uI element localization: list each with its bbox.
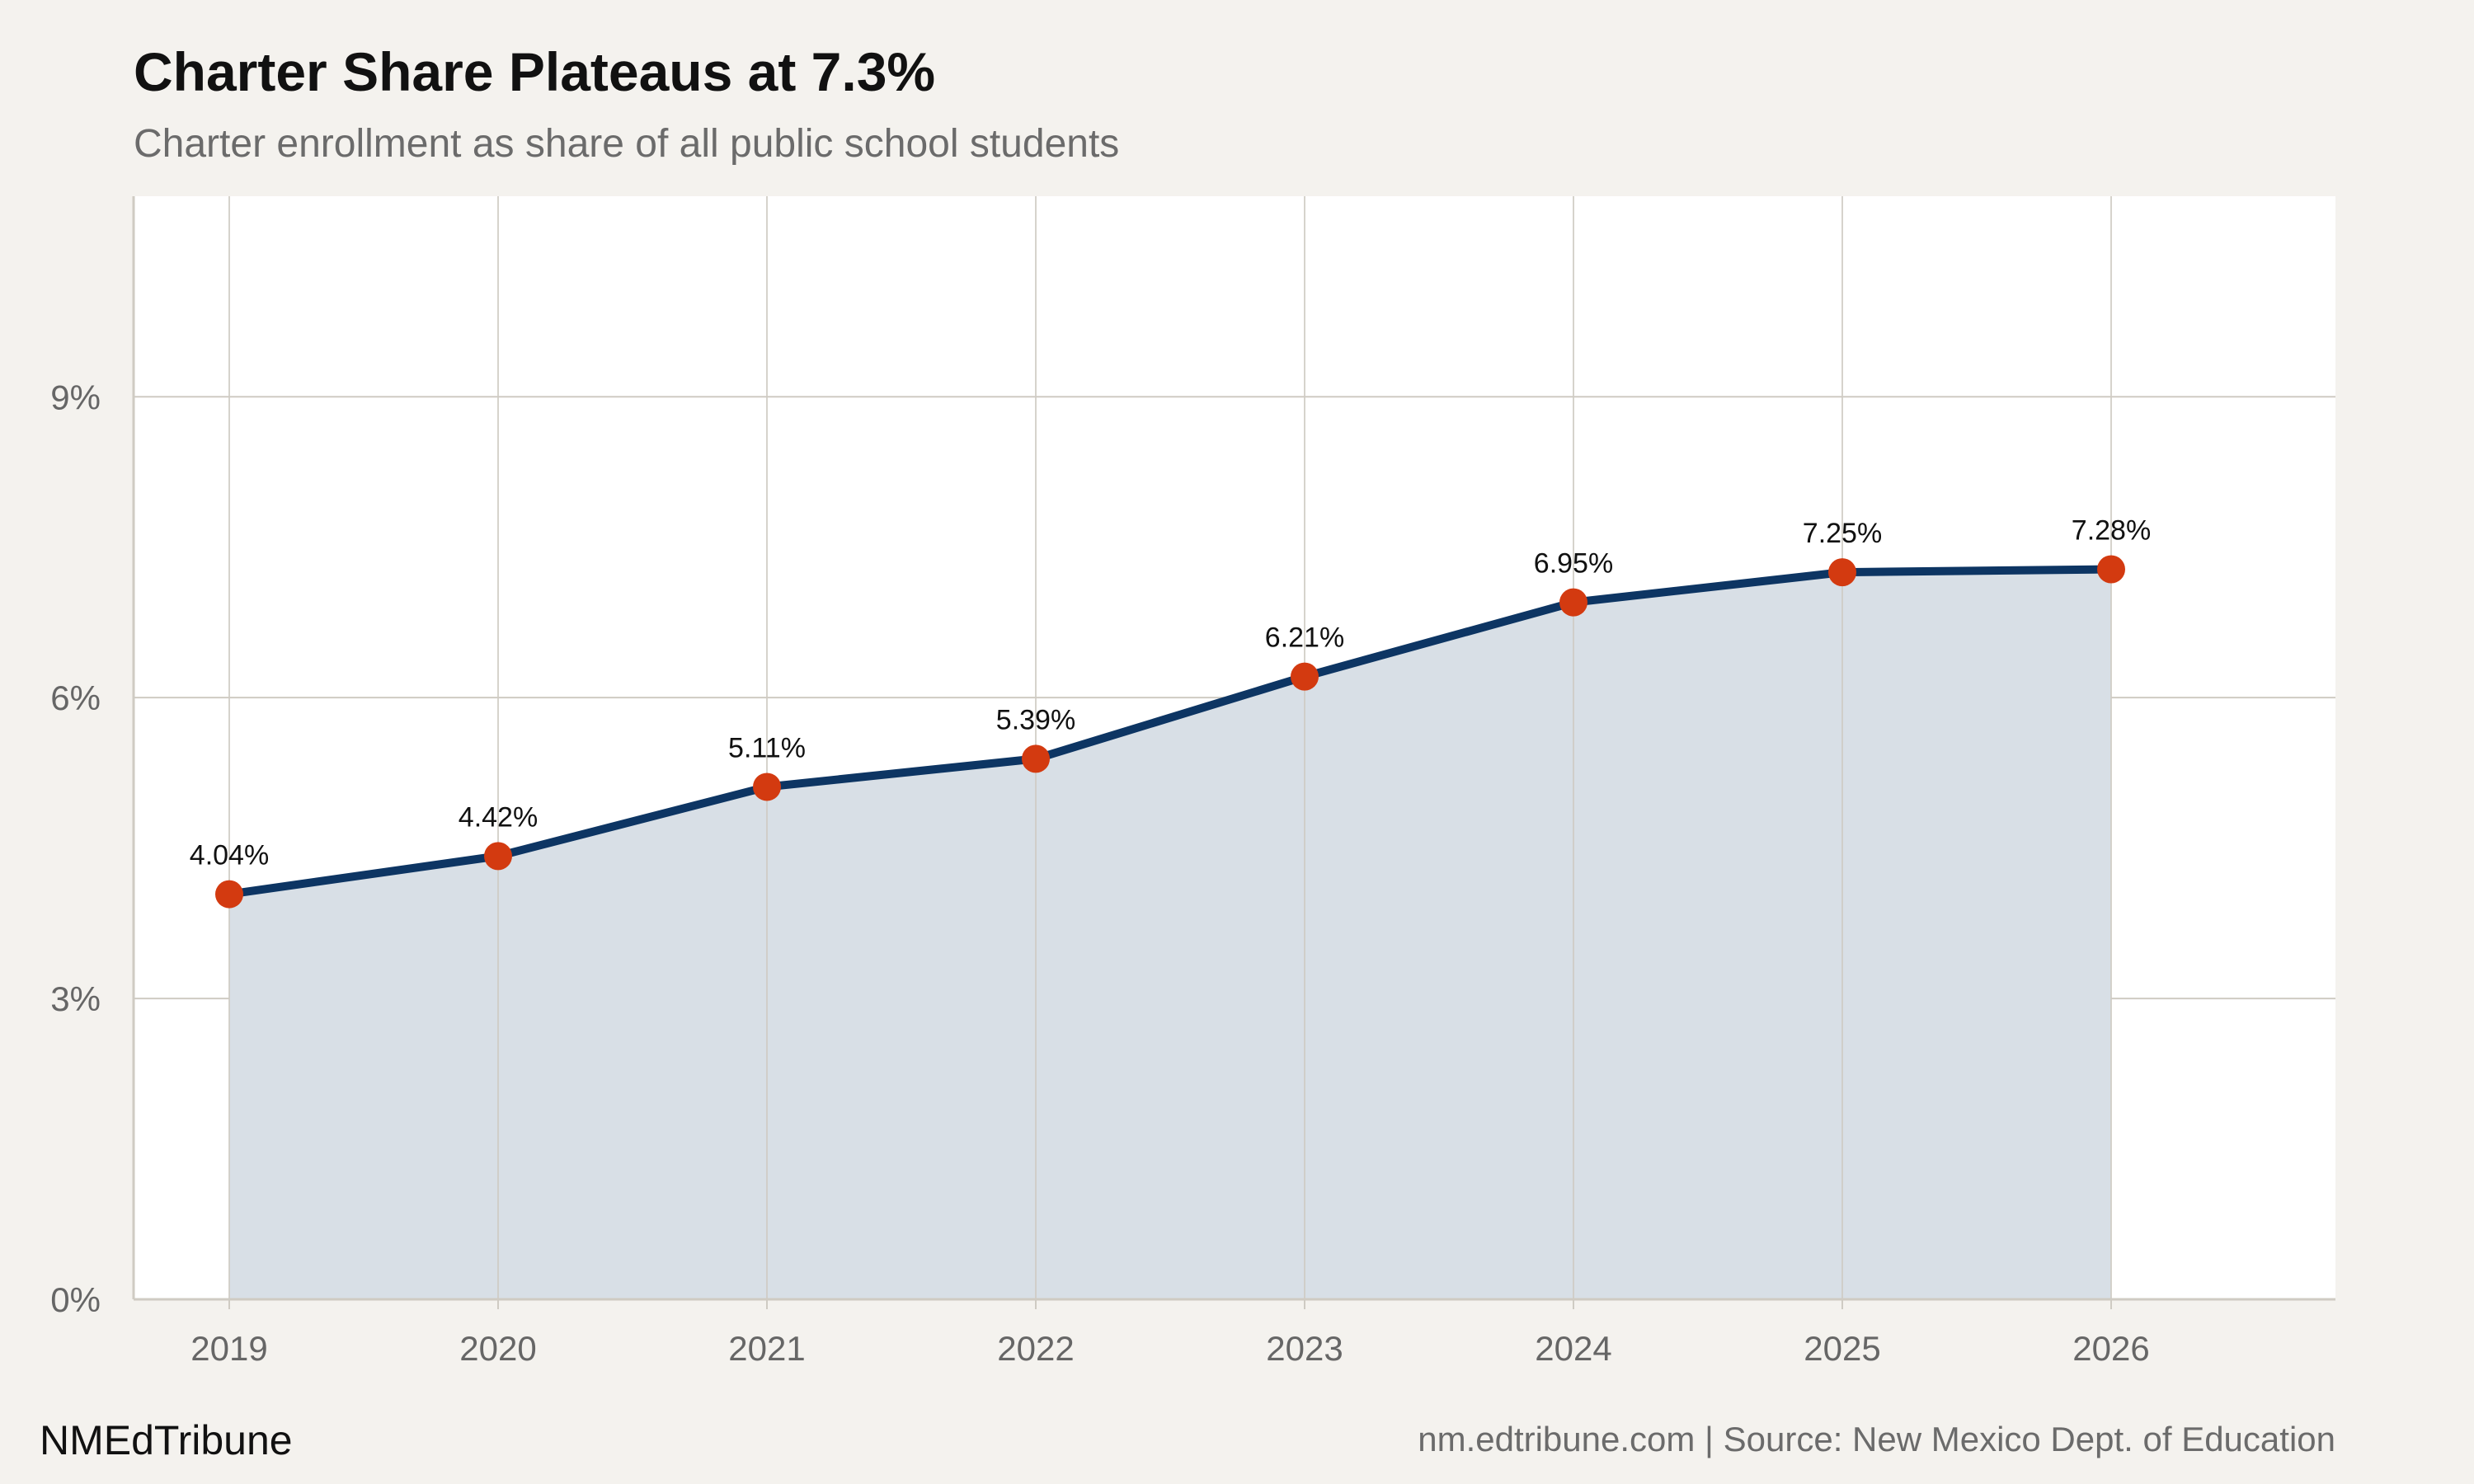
data-label: 5.11%	[728, 732, 806, 763]
chart-title: Charter Share Plateaus at 7.3%	[134, 41, 935, 102]
y-tick-label: 9%	[50, 378, 101, 416]
x-axis-ticks: 2019 2020 2021 2022 2023 2024 2025 2026	[190, 1299, 2150, 1368]
x-grid	[228, 196, 2112, 1299]
x-tick-label: 2019	[190, 1329, 267, 1368]
markers	[215, 555, 2125, 909]
x-tick-label: 2025	[1804, 1329, 1880, 1368]
data-labels: 4.04% 4.42% 5.11% 5.39% 6.21% 6.95% 7.25% 7.28%	[190, 514, 2151, 871]
brand-logo-text: NMEdTribune	[40, 1417, 293, 1463]
x-tick-label: 2023	[1266, 1329, 1343, 1368]
y-tick-label: 3%	[50, 979, 101, 1018]
x-tick-label: 2022	[997, 1329, 1074, 1368]
data-point	[1022, 744, 1050, 773]
y-tick-label: 6%	[50, 679, 101, 717]
data-point	[215, 880, 243, 909]
data-point	[1291, 662, 1319, 691]
x-tick-label: 2021	[728, 1329, 805, 1368]
data-label: 5.39%	[996, 704, 1075, 735]
data-label: 7.25%	[1803, 518, 1882, 549]
x-tick-label: 2020	[459, 1329, 536, 1368]
x-tick-label: 2024	[1535, 1329, 1611, 1368]
y-axis-ticks: 0% 3% 6% 9%	[50, 378, 101, 1319]
data-label: 4.04%	[190, 840, 269, 871]
area-fill	[229, 569, 2111, 1299]
data-point	[753, 773, 781, 801]
y-tick-label: 0%	[50, 1280, 101, 1319]
data-label: 7.28%	[2072, 514, 2151, 546]
chart-subtitle: Charter enrollment as share of all publi…	[134, 122, 1119, 166]
data-point	[2097, 555, 2125, 584]
data-point	[1828, 558, 1856, 587]
series-line	[225, 565, 2115, 899]
source-note: nm.edtribune.com | Source: New Mexico De…	[1418, 1420, 2335, 1458]
data-label: 6.21%	[1265, 622, 1344, 654]
x-tick-label: 2026	[2072, 1329, 2149, 1368]
data-label: 6.95%	[1534, 548, 1613, 580]
data-point	[484, 842, 512, 871]
data-label: 4.42%	[459, 801, 538, 833]
data-point	[1559, 588, 1587, 617]
